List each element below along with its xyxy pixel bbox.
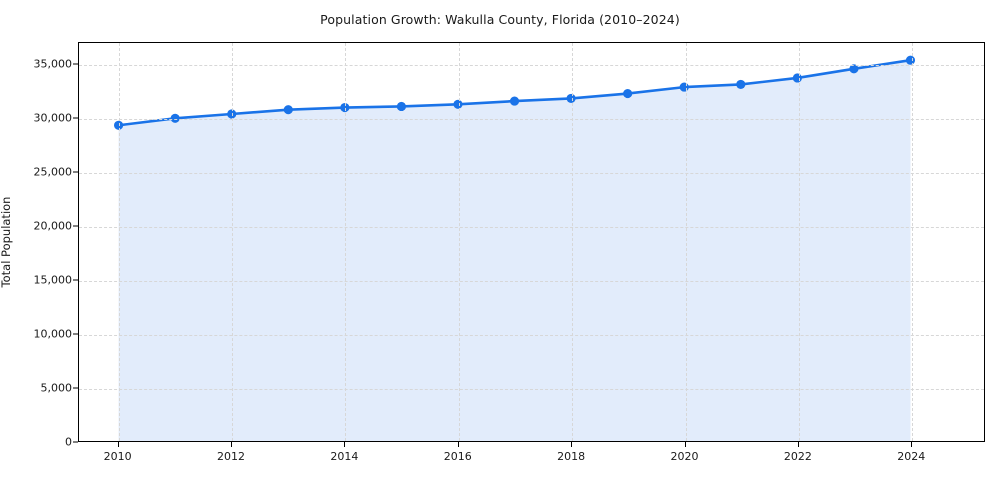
y-tick-label: 20,000: [33, 219, 73, 233]
y-tick-mark: [73, 63, 78, 65]
x-tick-label: 2010: [103, 450, 132, 463]
data-point-marker: [736, 79, 746, 89]
x-tick-label: 2020: [670, 450, 699, 463]
x-tick-label: 2024: [897, 450, 926, 463]
y-tick-mark: [73, 171, 78, 173]
chart-title: Population Growth: Wakulla County, Flori…: [320, 12, 680, 27]
y-tick-mark: [73, 441, 78, 443]
data-point-marker: [396, 101, 406, 112]
y-axis: 0 5,000 10,000 15,000 20,000 25,000 30,000 35,0…: [8, 42, 73, 448]
x-axis: 2010 2012 2014 2016 2018 2020 2022 2024: [78, 442, 985, 492]
x-tick-label: 2012: [217, 450, 246, 463]
x-tick-mark: [797, 442, 799, 447]
y-tick-label: 15,000: [33, 273, 73, 287]
x-tick-label: 2016: [443, 450, 472, 463]
x-tick-label: 2018: [557, 450, 586, 463]
x-tick-mark: [117, 442, 119, 447]
data-point-marker: [792, 73, 802, 83]
y-tick-label: 30,000: [33, 111, 73, 125]
data-point-marker: [453, 99, 463, 109]
y-tick-label: 35,000: [33, 57, 73, 71]
x-tick-mark: [231, 442, 233, 447]
y-tick-label: 10,000: [33, 327, 73, 341]
y-tick-mark: [73, 333, 78, 335]
y-tick-label: 5,000: [40, 381, 73, 395]
x-tick-label: 2014: [330, 450, 359, 463]
data-point-marker: [679, 82, 689, 92]
y-tick-mark: [73, 225, 78, 227]
data-point-marker: [170, 113, 180, 123]
y-tick-mark: [73, 387, 78, 389]
data-point-marker: [227, 109, 237, 119]
plot-area: [78, 42, 985, 442]
data-point-marker: [905, 55, 916, 65]
data-point-marker: [340, 102, 350, 113]
x-tick-mark: [344, 442, 346, 447]
y-tick-mark: [73, 279, 78, 281]
data-point-marker: [509, 96, 520, 106]
x-tick-label: 2022: [783, 450, 812, 463]
y-tick-mark: [73, 117, 78, 119]
chart-plot-svg: [114, 55, 916, 441]
data-point-marker: [623, 88, 633, 99]
data-point-marker: [849, 64, 859, 74]
x-tick-mark: [684, 442, 686, 447]
data-point-marker: [566, 93, 576, 103]
data-point-marker: [114, 120, 124, 130]
x-tick-mark: [571, 442, 573, 447]
y-tick-label: 0: [65, 435, 72, 449]
y-tick-label: 25,000: [33, 165, 73, 179]
x-tick-mark: [457, 442, 459, 447]
x-tick-mark: [911, 442, 913, 447]
area-fill: [118, 60, 911, 441]
data-point-marker: [283, 105, 293, 115]
